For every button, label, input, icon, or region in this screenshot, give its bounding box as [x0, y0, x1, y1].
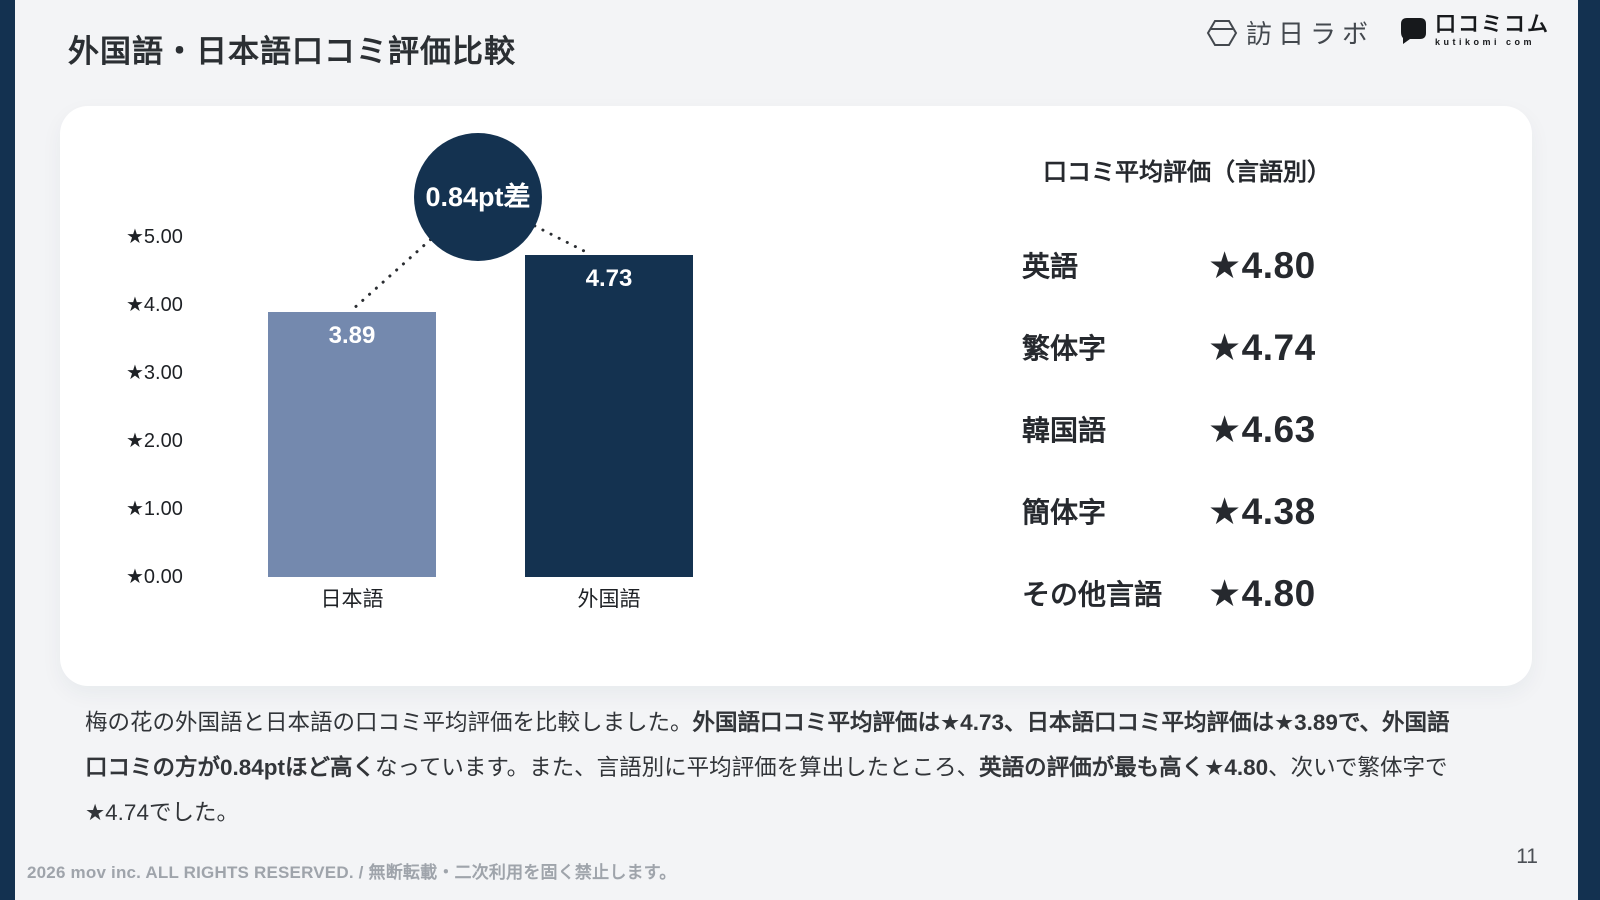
paragraph-segment: なっています。また、言語別に平均評価を算出したところ、	[375, 755, 980, 780]
paragraph-segment: 英語の評価が最も高く★4.80	[979, 755, 1269, 780]
bar-value-label: 3.89	[328, 322, 376, 350]
language-label: 英語	[1022, 251, 1079, 282]
bar-value-label: 4.73	[585, 265, 633, 293]
paragraph-segment: 梅の花の外国語と日本語の口コミ平均評価を比較しました。	[85, 710, 693, 735]
rating-value: ★4.80	[1208, 572, 1316, 614]
language-label: 繁体字	[1022, 333, 1107, 364]
page-number: 11	[1516, 845, 1538, 868]
bar-chart-annotation-layer: 0.84pt差	[350, 133, 590, 312]
difference-badge-circle	[414, 133, 542, 261]
right-edge-stripe	[1578, 0, 1600, 900]
y-axis-tick: ★5.00	[126, 226, 183, 248]
x-axis-label: 外国語	[577, 588, 641, 611]
side-table-row: 英語 ★4.80	[1022, 224, 1402, 306]
left-edge-stripe	[0, 0, 15, 900]
paragraph-segment: 外国語口コミ平均評価は★4.73、日本語口コミ平均評価は★3.89で、外国語口コ…	[85, 710, 1450, 780]
houjitsu-lab-logo-text: 訪日ラボ	[1245, 19, 1374, 49]
kutikomi-logo-text: 口コミコム	[1435, 13, 1550, 36]
side-table-title: 口コミ平均評価（言語別）	[1043, 159, 1331, 186]
difference-badge-label: 0.84pt差	[425, 181, 530, 212]
rating-value: ★4.63	[1208, 408, 1316, 450]
language-label: 韓国語	[1022, 415, 1107, 446]
side-table-row: 簡体字 ★4.38	[1022, 470, 1402, 552]
y-axis-tick: ★0.00	[126, 566, 183, 588]
language-label: その他言語	[1022, 579, 1163, 610]
kutikomi-logo-subtext: kutikomi com	[1435, 37, 1536, 47]
paragraph-segment: 、次いで繁体字で★4.74でした。	[85, 755, 1448, 825]
houjitsu-lab-logo: 訪日ラボ	[1206, 14, 1374, 51]
y-axis-tick: ★1.00	[126, 498, 183, 520]
logo-bar: 訪日ラボ 口コミコム kutikomi com	[1206, 14, 1550, 51]
language-label: 簡体字	[1022, 497, 1107, 528]
kutikomi-logo: 口コミコム kutikomi com	[1400, 14, 1550, 47]
y-axis-tick: ★3.00	[126, 362, 183, 384]
y-axis-tick: ★2.00	[126, 430, 183, 452]
side-table-row: その他言語 ★4.80	[1022, 552, 1402, 634]
footer-copyright: 2026 mov inc. ALL RIGHTS RESERVED. / 無断転…	[27, 863, 677, 882]
side-table-row: 韓国語 ★4.63	[1022, 388, 1402, 470]
rating-value: ★4.80	[1208, 244, 1316, 286]
bar-外国語: 4.73	[525, 255, 693, 577]
speech-bubble-icon	[1401, 18, 1426, 44]
x-axis-label: 日本語	[320, 588, 384, 611]
bar-日本語: 3.89	[268, 312, 436, 577]
side-table-row: 繁体字 ★4.74	[1022, 306, 1402, 388]
summary-paragraph: 梅の花の外国語と日本語の口コミ平均評価を比較しました。外国語口コミ平均評価は★4…	[85, 700, 1460, 835]
rating-value: ★4.38	[1208, 490, 1316, 532]
rating-value: ★4.74	[1208, 326, 1316, 368]
side-table: 英語 ★4.80 繁体字 ★4.74 韓国語 ★4.63 簡体字 ★4.38 その他言語 ★4.8…	[1022, 224, 1402, 634]
hexagon-icon	[1206, 19, 1238, 46]
y-axis-tick: ★4.00	[126, 294, 183, 316]
page-title: 外国語・日本語口コミ評価比較	[68, 34, 516, 69]
